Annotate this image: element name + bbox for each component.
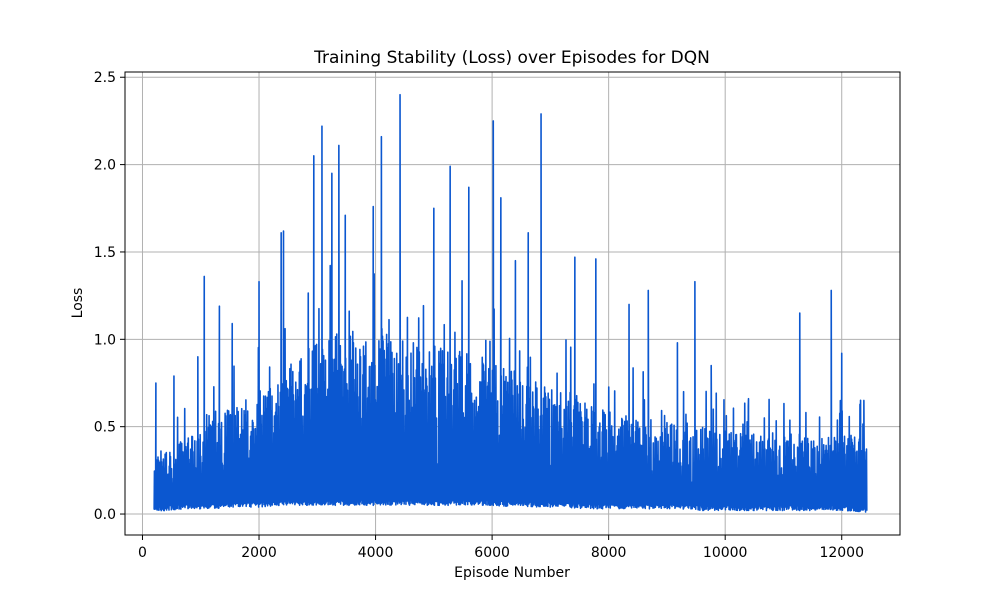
y-tick-label: 2.0 <box>94 158 116 174</box>
chart-title: Training Stability (Loss) over Episodes … <box>313 48 710 68</box>
loss-series-line <box>153 93 868 513</box>
axis-ticks: 0 2000 4000 6000 8000 10000 12000 0.0 0.5 1.0 1.5 2… <box>94 70 864 561</box>
x-tick-label: 10000 <box>703 545 748 561</box>
y-tick-label: 1.5 <box>94 245 116 261</box>
x-tick-label: 0 <box>138 545 147 561</box>
x-axis-label: Episode Number <box>454 565 570 581</box>
x-tick-label: 4000 <box>358 545 394 561</box>
y-tick-label: 2.5 <box>94 70 116 86</box>
y-tick-label: 0.0 <box>94 507 116 523</box>
x-tick-label: 12000 <box>819 545 864 561</box>
plot-frame <box>124 71 901 536</box>
x-tick-label: 8000 <box>591 545 627 561</box>
x-tick-label: 2000 <box>241 545 277 561</box>
x-tick-label: 6000 <box>474 545 510 561</box>
y-axis-label: Loss <box>70 288 86 319</box>
y-tick-label: 1.0 <box>94 332 116 348</box>
plot-area <box>153 93 868 513</box>
y-tick-label: 0.5 <box>94 420 116 436</box>
